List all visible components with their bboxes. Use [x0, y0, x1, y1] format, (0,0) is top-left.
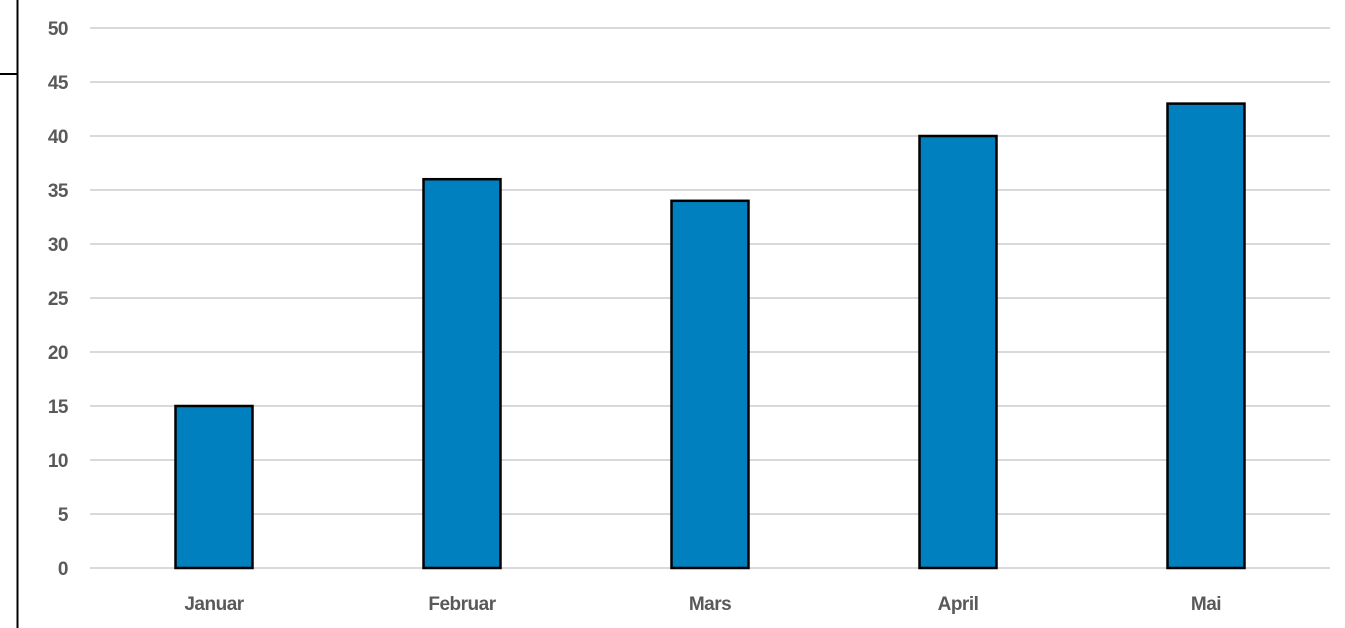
y-tick-label: 25 [48, 289, 69, 310]
y-tick-label: 10 [48, 451, 68, 472]
x-category-label: Mai [1191, 594, 1221, 615]
y-axis-tick-labels: 0 5 10 15 20 25 30 35 40 45 50 [48, 19, 70, 580]
y-tick-label: 5 [58, 505, 69, 526]
y-tick-label: 45 [48, 73, 69, 94]
y-tick-label: 15 [48, 397, 69, 418]
bar [670, 199, 750, 570]
bar [1166, 102, 1246, 570]
y-tick-label: 30 [48, 235, 68, 256]
bar [918, 134, 998, 570]
x-axis-category-labels: Januar Februar Mars April Mai [184, 594, 1221, 615]
y-tick-label: 40 [48, 127, 68, 148]
x-category-label: Februar [428, 594, 496, 615]
y-tick-label: 0 [58, 559, 68, 580]
x-category-label: Mars [689, 594, 731, 615]
x-category-label: April [938, 594, 979, 615]
bars [174, 102, 1246, 570]
y-tick-label: 20 [48, 343, 68, 364]
bar [174, 404, 254, 570]
y-tick-label: 50 [48, 19, 68, 40]
bar [422, 177, 502, 570]
y-tick-label: 35 [48, 181, 69, 202]
x-category-label: Januar [184, 594, 244, 615]
